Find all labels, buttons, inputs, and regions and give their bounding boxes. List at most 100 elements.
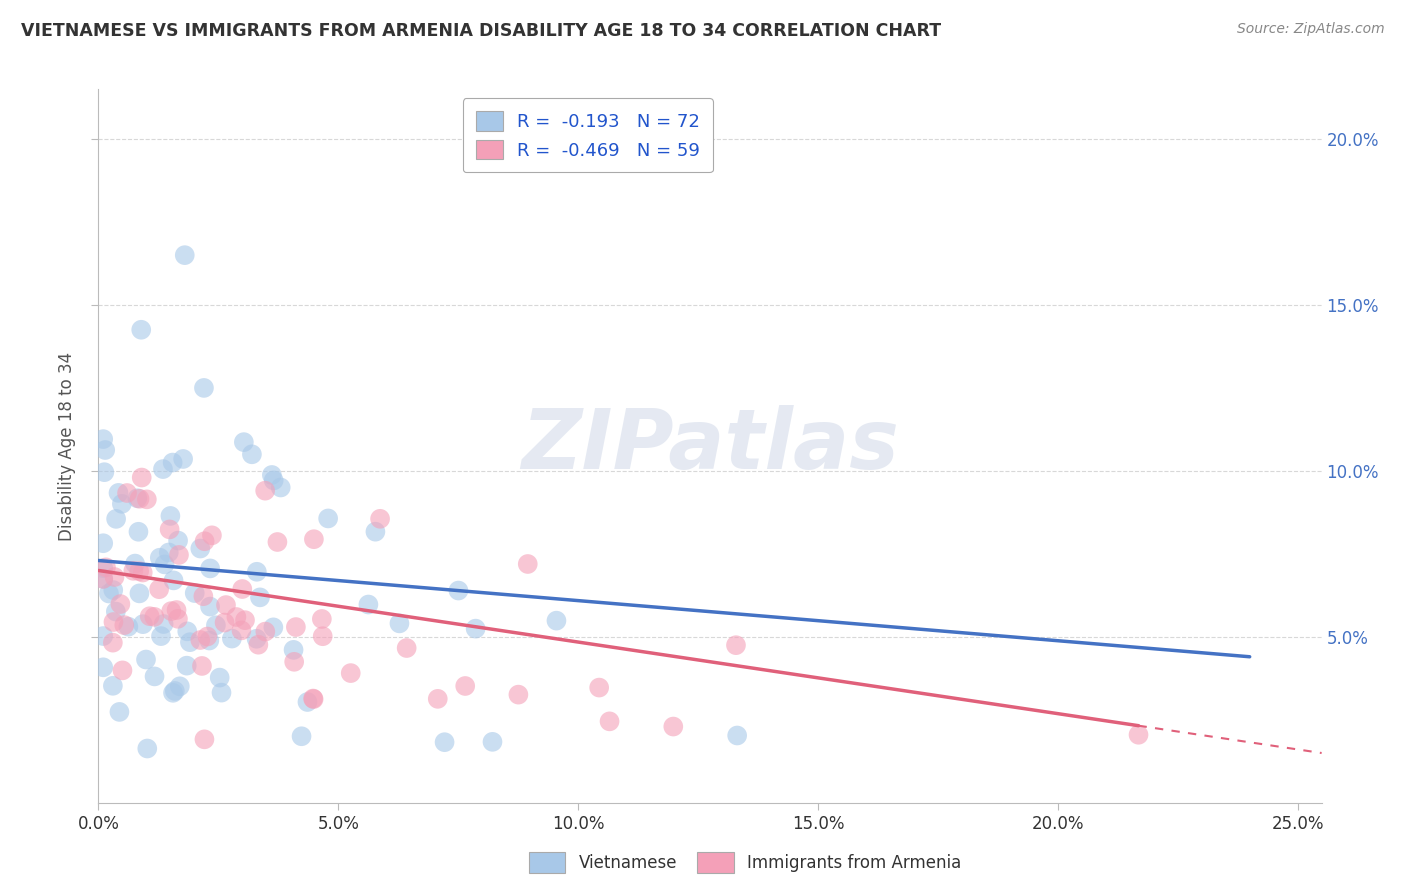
Point	[312, 629, 335, 643]
Point	[433, 735, 456, 749]
Point	[136, 741, 159, 756]
Point	[91, 432, 114, 446]
Point	[91, 629, 114, 643]
Point	[198, 561, 221, 575]
Point	[193, 732, 215, 747]
Point	[302, 692, 325, 706]
Point	[166, 603, 188, 617]
Point	[231, 624, 253, 638]
Point	[599, 714, 621, 729]
Point	[201, 528, 224, 542]
Point	[193, 381, 215, 395]
Point	[1128, 728, 1150, 742]
Point	[270, 481, 292, 495]
Point	[221, 632, 243, 646]
Point	[101, 679, 124, 693]
Point	[179, 635, 201, 649]
Point	[725, 729, 748, 743]
Point	[481, 735, 503, 749]
Point	[368, 512, 391, 526]
Point	[233, 613, 256, 627]
Point	[104, 605, 127, 619]
Point	[172, 452, 194, 467]
Point	[91, 572, 114, 586]
Point	[91, 572, 114, 586]
Point	[284, 620, 307, 634]
Point	[249, 591, 271, 605]
Point	[194, 534, 217, 549]
Point	[160, 604, 183, 618]
Point	[131, 470, 153, 484]
Point	[316, 511, 339, 525]
Point	[163, 684, 186, 698]
Point	[162, 574, 184, 588]
Point	[246, 565, 269, 579]
Point	[395, 640, 418, 655]
Point	[188, 541, 211, 556]
Point	[105, 512, 128, 526]
Point	[138, 609, 160, 624]
Point	[91, 561, 114, 575]
Point	[311, 612, 333, 626]
Point	[297, 695, 319, 709]
Point	[176, 658, 198, 673]
Point	[132, 617, 155, 632]
Point	[94, 560, 117, 574]
Point	[388, 616, 411, 631]
Point	[149, 550, 172, 565]
Point	[302, 532, 325, 546]
Point	[183, 586, 205, 600]
Point	[135, 652, 157, 666]
Point	[283, 655, 305, 669]
Point	[173, 248, 195, 262]
Point	[357, 598, 380, 612]
Point	[588, 681, 610, 695]
Point	[205, 618, 228, 632]
Legend: Vietnamese, Immigrants from Armenia: Vietnamese, Immigrants from Armenia	[522, 846, 969, 880]
Point	[262, 620, 284, 634]
Point	[454, 679, 477, 693]
Point	[508, 688, 530, 702]
Point	[176, 624, 198, 639]
Point	[91, 660, 114, 674]
Point	[169, 679, 191, 693]
Point	[290, 729, 312, 743]
Point	[162, 456, 184, 470]
Point	[162, 686, 184, 700]
Point	[546, 614, 568, 628]
Point	[111, 664, 134, 678]
Point	[447, 583, 470, 598]
Text: VIETNAMESE VS IMMIGRANTS FROM ARMENIA DISABILITY AGE 18 TO 34 CORRELATION CHART: VIETNAMESE VS IMMIGRANTS FROM ARMENIA DI…	[21, 22, 941, 40]
Point	[153, 558, 176, 572]
Legend: R =  -0.193   N = 72, R =  -0.469   N = 59: R = -0.193 N = 72, R = -0.469 N = 59	[463, 98, 713, 172]
Point	[152, 462, 174, 476]
Point	[132, 566, 155, 580]
Point	[93, 465, 115, 479]
Point	[260, 467, 283, 482]
Point	[115, 486, 138, 500]
Point	[266, 535, 288, 549]
Point	[127, 491, 149, 506]
Point	[464, 622, 486, 636]
Point	[128, 491, 150, 506]
Point	[426, 691, 449, 706]
Point	[167, 533, 190, 548]
Point	[128, 564, 150, 578]
Point	[128, 586, 150, 600]
Point	[94, 442, 117, 457]
Point	[225, 610, 247, 624]
Text: Source: ZipAtlas.com: Source: ZipAtlas.com	[1237, 22, 1385, 37]
Point	[148, 582, 170, 597]
Point	[129, 323, 152, 337]
Point	[198, 599, 221, 614]
Y-axis label: Disability Age 18 to 34: Disability Age 18 to 34	[58, 351, 76, 541]
Point	[188, 633, 211, 648]
Point	[152, 617, 174, 632]
Point	[127, 524, 149, 539]
Point	[167, 548, 190, 562]
Point	[247, 638, 270, 652]
Point	[302, 691, 325, 706]
Point	[195, 630, 218, 644]
Point	[143, 610, 166, 624]
Point	[159, 508, 181, 523]
